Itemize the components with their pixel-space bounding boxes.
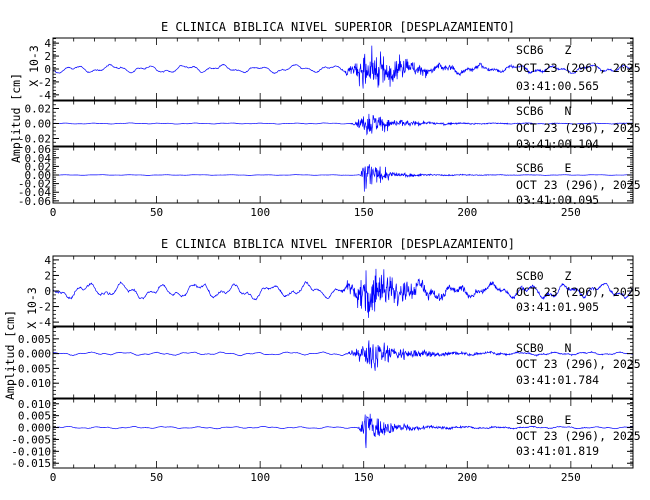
y-tick-label: -0.005 xyxy=(11,433,51,446)
station-info: SCB6 Z OCT 23 (296), 2025 03:41:00.565 xyxy=(516,43,641,93)
y-tick-label: 0.02 xyxy=(25,160,52,173)
station-code: SCB6 N xyxy=(516,104,571,118)
record-time: 03:41:00.565 xyxy=(516,79,599,93)
y-tick-label: -0.06 xyxy=(18,195,51,208)
station-code: SCB6 Z xyxy=(516,43,571,57)
y-tick-label: -2 xyxy=(38,76,51,89)
y-tick-label: -4 xyxy=(38,89,52,102)
record-time: 03:41:00.095 xyxy=(516,193,599,207)
y-axis-label: Amplitud [cm] xyxy=(3,310,17,400)
series-trace xyxy=(53,413,633,449)
record-date: OCT 23 (296), 2025 xyxy=(516,121,641,135)
station-info: SCB0 N OCT 23 (296), 2025 03:41:01.784 xyxy=(516,341,641,387)
panel-scb6-e: 0.060.040.020.00-0.02-0.04-0.06 SCB6 E OCT… xyxy=(18,143,641,208)
y-tick-label: -0.02 xyxy=(18,133,51,146)
chart-title: E CLINICA BIBLICA NIVEL SUPERIOR [DESPLA… xyxy=(161,20,515,34)
series-trace xyxy=(53,340,633,371)
y-tick-label: -0.005 xyxy=(11,362,51,375)
station-code: SCB0 N xyxy=(516,341,571,355)
y-tick-label: 4 xyxy=(44,254,51,267)
x-tick-label: 200 xyxy=(457,206,477,219)
station-code: SCB0 E xyxy=(516,413,571,427)
x-tick-label: 100 xyxy=(250,471,270,484)
y-tick-label: 0.005 xyxy=(18,410,51,423)
series-trace xyxy=(53,268,633,318)
x-tick-label: 0 xyxy=(50,206,57,219)
record-time: 03:41:01.905 xyxy=(516,300,599,314)
record-time: 03:41:00.104 xyxy=(516,137,599,151)
station-code: SCB0 Z xyxy=(516,269,571,283)
x-tick-label: 250 xyxy=(561,206,581,219)
record-date: OCT 23 (296), 2025 xyxy=(516,429,641,443)
record-date: OCT 23 (296), 2025 xyxy=(516,178,641,192)
panel-scb6-z: 420-2-4 SCB6 Z OCT 23 (296), 2025 03:41:00.… xyxy=(38,37,641,102)
y-tick-label: 0.02 xyxy=(25,103,52,116)
series-trace xyxy=(53,45,633,89)
y-tick-label: -2 xyxy=(38,301,51,314)
scale-note: X 10-3 xyxy=(25,287,39,329)
record-date: OCT 23 (296), 2025 xyxy=(516,357,641,371)
station-info: SCB6 N OCT 23 (296), 2025 03:41:00.104 xyxy=(516,104,641,151)
scale-note: X 10-3 xyxy=(27,45,41,87)
y-tick-label: -0.02 xyxy=(18,178,51,191)
series-trace xyxy=(53,164,633,192)
y-tick-label: 0 xyxy=(44,63,51,76)
series-trace xyxy=(53,113,633,136)
x-tick-label: 50 xyxy=(150,206,163,219)
y-tick-label: 2 xyxy=(44,269,51,282)
panel-scb0-z: 4 2 0 -2 -4 SCB0 Z OCT 23 (296), 202503:41:01.… xyxy=(38,254,641,329)
y-tick-label: 0 xyxy=(44,285,51,298)
y-tick-label: -0.015 xyxy=(11,457,51,470)
y-tick-label: 0.010 xyxy=(18,398,51,411)
y-tick-label: 0.00 xyxy=(25,169,52,182)
y-tick-label: -0.010 xyxy=(11,377,51,390)
chart-upper: E CLINICA BIBLICA NIVEL SUPERIOR [DESPLA… xyxy=(9,20,641,219)
y-axis-label: Amplitud [cm] xyxy=(9,73,23,163)
x-tick-label: 50 xyxy=(150,471,163,484)
y-tick-label: -4 xyxy=(38,316,52,329)
y-tick-label: 0.000 xyxy=(18,348,51,361)
panel-scb6-n: 0.02 0.00 -0.02 SCB6 N OCT 23 (296), 2025 03:… xyxy=(18,100,641,151)
station-code: SCB6 E xyxy=(516,161,571,175)
record-time: 03:41:01.819 xyxy=(516,444,599,458)
y-tick-label: -0.04 xyxy=(18,186,51,199)
x-tick-label: 200 xyxy=(457,471,477,484)
panel-scb0-n: 0.005 0.000-0.005 -0.010 SCB0 N OCT 23 (296)… xyxy=(11,326,641,399)
y-tick-label: 0.04 xyxy=(25,152,52,165)
y-tick-label: 0.00 xyxy=(25,118,52,131)
chart-lower: E CLINICA BIBLICA NIVEL INFERIOR [DESPLA… xyxy=(3,237,641,484)
record-time: 03:41:01.784 xyxy=(516,373,599,387)
x-tick-label: 100 xyxy=(250,206,270,219)
y-tick-label: 0.06 xyxy=(25,143,52,156)
record-date: OCT 23 (296), 2025 xyxy=(516,61,641,75)
x-tick-label: 250 xyxy=(561,471,581,484)
y-tick-label: 2 xyxy=(44,50,51,63)
y-tick-label: 4 xyxy=(44,37,51,50)
y-tick-label: -0.010 xyxy=(11,445,51,458)
chart-title: E CLINICA BIBLICA NIVEL INFERIOR [DESPLA… xyxy=(161,237,515,251)
x-tick-label: 0 xyxy=(50,471,57,484)
y-tick-label: 0.005 xyxy=(18,333,51,346)
x-tick-label: 150 xyxy=(354,206,374,219)
x-tick-label: 150 xyxy=(354,471,374,484)
record-date: OCT 23 (296), 2025 xyxy=(516,285,641,299)
y-tick-label: 0.000 xyxy=(18,422,51,435)
